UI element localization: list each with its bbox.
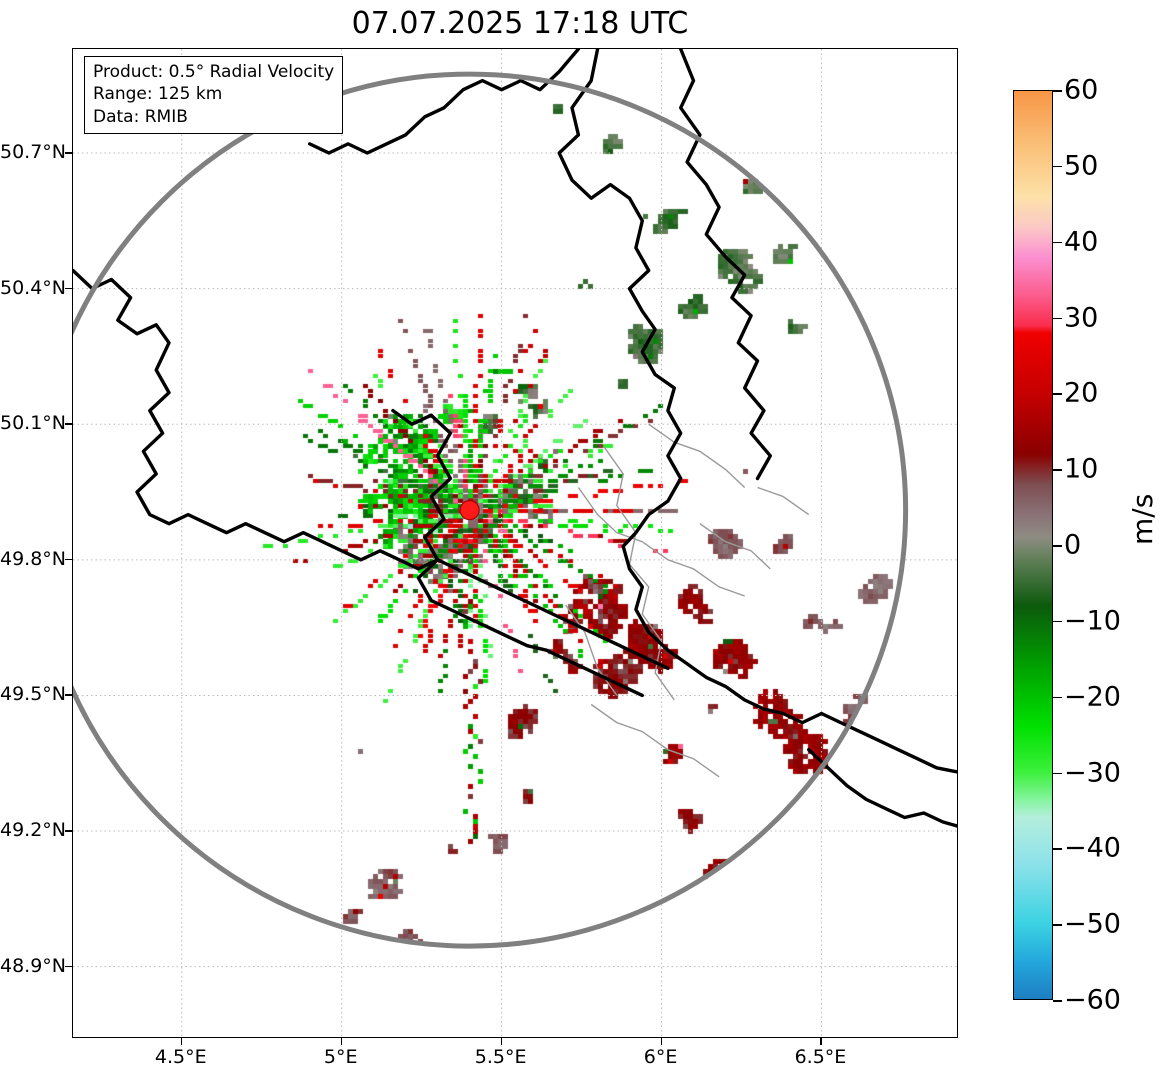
- y-axis-tick-mark: [65, 830, 72, 832]
- colorbar-tick-label: 30: [1064, 302, 1099, 333]
- x-axis-tick-label: 6°E: [643, 1046, 678, 1068]
- internal-boundaries: [565, 423, 810, 778]
- x-axis-tick-label: 4.5°E: [154, 1046, 207, 1068]
- y-axis-tick-label: 50.4°N: [0, 276, 67, 299]
- colorbar-tick-label: −20: [1064, 681, 1121, 713]
- y-axis-tick-mark: [65, 965, 72, 968]
- colorbar-tick-label: −40: [1064, 832, 1121, 864]
- radar-site-marker[interactable]: [459, 499, 480, 521]
- colorbar-axis-label: m/s: [1126, 493, 1159, 545]
- colorbar-tick-label: 0: [1064, 529, 1082, 561]
- y-axis-tick-label: 49.8°N: [0, 547, 67, 570]
- colorbar-tick-label: −10: [1064, 605, 1121, 637]
- y-axis-tick-mark: [65, 558, 72, 561]
- colorbar-tick-mark: [1053, 393, 1062, 395]
- colorbar-tick-mark: [1053, 1000, 1062, 1002]
- colorbar[interactable]: [1013, 90, 1053, 1000]
- x-axis-tick-mark: [180, 1038, 183, 1045]
- colorbar-tick-label: −50: [1064, 908, 1121, 940]
- colorbar-tick-label: 40: [1064, 226, 1099, 258]
- x-axis-tick-mark: [500, 1038, 503, 1045]
- y-axis-tick-label: 50.7°N: [0, 140, 67, 163]
- x-axis-tick-mark: [820, 1038, 823, 1045]
- x-axis-tick-mark: [340, 1038, 343, 1045]
- country-borders: [73, 49, 957, 828]
- x-axis-tick-label: 5.5°E: [474, 1046, 527, 1068]
- page-title: 07.07.2025 17:18 UTC: [351, 6, 689, 41]
- info-range: Range: 125 km: [93, 84, 223, 105]
- radar-plot-area[interactable]: [72, 48, 958, 1038]
- range-ring-125km: [73, 71, 908, 949]
- colorbar-tick-mark: [1053, 317, 1062, 320]
- x-axis-tick-label: 6.5°E: [794, 1046, 847, 1068]
- product-info-box: Product: 0.5° Radial Velocity Range: 125…: [84, 56, 344, 135]
- colorbar-tick-label: 20: [1064, 377, 1099, 409]
- colorbar-tick-label: 10: [1064, 453, 1099, 485]
- colorbar-tick-label: 50: [1064, 150, 1099, 182]
- colorbar-tick-mark: [1053, 848, 1062, 850]
- colorbar-tick-mark: [1053, 772, 1062, 775]
- info-data-source: Data: RMIB: [93, 106, 188, 127]
- colorbar-tick-mark: [1053, 924, 1062, 926]
- y-axis-tick-label: 49.2°N: [0, 819, 67, 842]
- colorbar-tick-mark: [1053, 545, 1062, 547]
- colorbar-gradient: [1014, 91, 1052, 999]
- y-axis-tick-label: 50.1°N: [0, 412, 67, 435]
- colorbar-tick-mark: [1053, 165, 1062, 168]
- colorbar-tick-label: 60: [1064, 74, 1099, 106]
- colorbar-tick-mark: [1053, 469, 1062, 471]
- colorbar-tick-label: −60: [1064, 984, 1121, 1016]
- y-axis-tick-mark: [65, 694, 72, 697]
- radar-site-and-range-layer: [73, 71, 908, 949]
- y-axis-tick-mark: [65, 151, 72, 154]
- y-axis-tick-label: 49.5°N: [0, 683, 67, 706]
- x-axis-tick-mark: [660, 1038, 663, 1045]
- radar-echo-layer: [73, 49, 957, 1037]
- x-axis-tick-label: 5°E: [323, 1046, 358, 1068]
- gridlines: [73, 49, 957, 1037]
- y-axis-tick-label: 48.9°N: [0, 954, 67, 977]
- colorbar-tick-mark: [1053, 241, 1062, 244]
- y-axis-tick-mark: [65, 287, 72, 290]
- colorbar-tick-mark: [1053, 90, 1062, 92]
- colorbar-tick-mark: [1053, 696, 1062, 699]
- colorbar-tick-label: −30: [1064, 757, 1121, 788]
- colorbar-tick-mark: [1053, 620, 1062, 623]
- map-overlay-layer: [73, 49, 957, 1037]
- info-product: Product: 0.5° Radial Velocity: [93, 62, 335, 82]
- y-axis-tick-mark: [65, 423, 72, 425]
